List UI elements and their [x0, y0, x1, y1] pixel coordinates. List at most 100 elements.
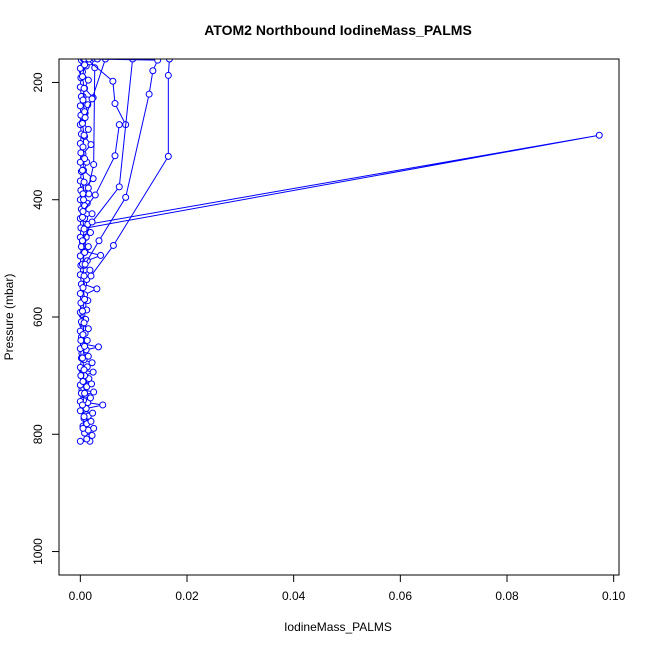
data-point	[81, 342, 89, 350]
data-point	[154, 59, 162, 64]
data-point	[78, 401, 86, 409]
data-point	[99, 401, 107, 409]
data-point	[80, 84, 88, 92]
data-point	[149, 67, 157, 75]
data-point	[86, 266, 94, 274]
y-tick-label: 200	[31, 72, 45, 92]
data-point	[79, 331, 87, 339]
data-point	[90, 424, 98, 432]
data-point	[94, 343, 102, 351]
data-point	[90, 388, 98, 396]
y-tick-label: 400	[31, 189, 45, 209]
data-point	[76, 290, 84, 298]
data-point	[89, 409, 97, 417]
data-point	[80, 131, 88, 139]
data-point	[95, 237, 103, 245]
data-point	[87, 141, 95, 149]
data-point	[109, 77, 117, 85]
data-point	[80, 272, 88, 280]
data-point	[122, 193, 130, 201]
y-axis: 200 400 600 800 1000	[31, 72, 60, 565]
data-point	[88, 95, 96, 103]
data-point	[84, 243, 92, 251]
data-point	[84, 352, 92, 360]
data-point	[78, 237, 86, 245]
data-point	[90, 161, 98, 169]
data-point	[88, 431, 96, 439]
data-point	[78, 73, 86, 81]
x-axis: 0.00 0.02 0.04 0.06 0.08 0.10	[69, 574, 626, 603]
data-point	[79, 424, 87, 432]
data-point	[78, 120, 86, 127]
data-point	[78, 307, 86, 315]
data-point	[93, 285, 101, 293]
data-point	[83, 435, 91, 443]
data-point	[115, 121, 123, 129]
data-point	[80, 178, 88, 186]
data-point	[80, 196, 88, 204]
data-point	[77, 149, 85, 157]
data-point	[164, 152, 172, 160]
data-point	[76, 102, 84, 110]
data-point	[81, 389, 89, 397]
y-tick-label: 1000	[31, 538, 45, 565]
data-point	[111, 152, 119, 160]
data-point	[93, 59, 101, 63]
data-point	[115, 183, 123, 191]
data-point	[81, 295, 89, 303]
data-point	[80, 319, 88, 327]
data-point	[595, 131, 603, 139]
data-point	[88, 380, 96, 388]
data-point	[91, 191, 99, 199]
y-tick-label: 600	[31, 307, 45, 327]
data-point	[76, 407, 84, 415]
data-point	[109, 241, 117, 249]
data-point	[78, 166, 86, 174]
y-axis-label: Pressure (mbar)	[2, 274, 16, 361]
data-point	[88, 359, 96, 367]
data-point	[78, 213, 86, 221]
data-point	[88, 210, 96, 218]
data-point	[84, 76, 92, 84]
data-point	[87, 417, 95, 425]
data-point	[97, 251, 105, 259]
data-point	[86, 394, 94, 402]
data-point	[76, 437, 84, 445]
plot-area	[76, 59, 603, 445]
data-point	[145, 90, 153, 98]
data-point	[81, 260, 89, 268]
data-point	[84, 325, 92, 333]
data-point	[164, 71, 172, 79]
data-point	[80, 366, 88, 374]
x-tick-label: 0.08	[495, 589, 519, 603]
data-point	[79, 378, 87, 385]
data-point	[79, 143, 87, 151]
data-point	[84, 125, 92, 133]
data-point	[81, 249, 89, 256]
x-tick-label: 0.02	[175, 589, 199, 603]
data-point	[88, 218, 96, 226]
chart-title: ATOM2 Northbound IodineMass_PALMS	[204, 22, 472, 38]
data-point	[81, 202, 89, 210]
data-point	[79, 284, 87, 292]
data-point	[165, 59, 173, 63]
data-point	[79, 96, 87, 104]
x-tick-label: 0.06	[389, 589, 413, 603]
x-tick-label: 0.10	[602, 589, 626, 603]
series-line	[83, 59, 106, 118]
data-point	[79, 207, 87, 215]
y-tick-label: 800	[31, 424, 45, 444]
data-point	[81, 114, 89, 122]
data-point	[85, 59, 93, 63]
data-point	[78, 354, 86, 362]
data-point	[80, 225, 88, 233]
data-point	[77, 336, 85, 344]
data-point	[87, 272, 95, 280]
x-tick-label: 0.04	[282, 589, 306, 603]
data-point	[89, 368, 97, 376]
data-point	[111, 100, 119, 108]
data-point	[86, 229, 94, 237]
x-axis-label: IodineMass_PALMS	[284, 620, 392, 634]
